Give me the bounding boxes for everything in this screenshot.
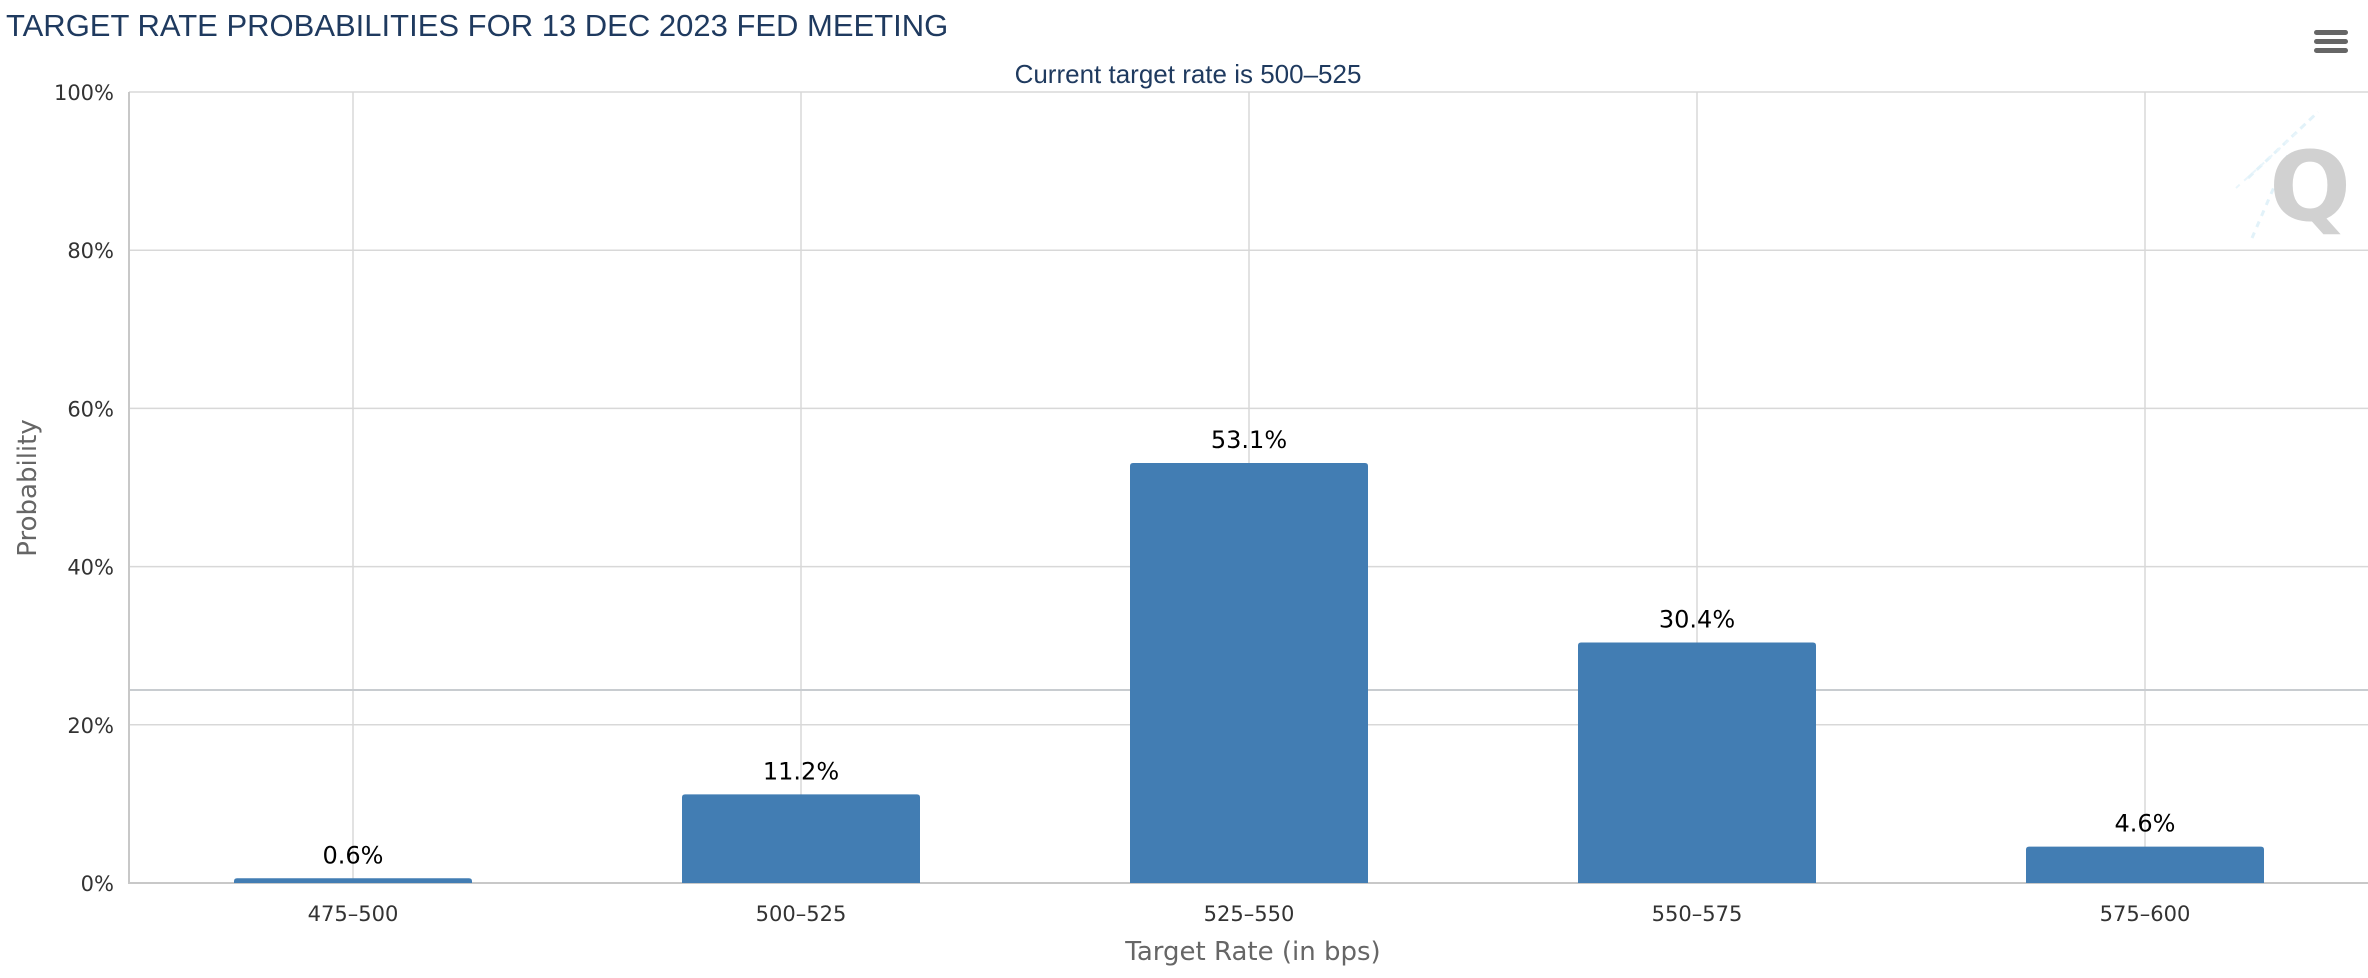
- bars: [234, 462, 2264, 883]
- y-tick-label: 80%: [67, 239, 114, 263]
- x-axis-title: Target Rate (in bps): [1124, 937, 1380, 967]
- data-label: 11.2%: [763, 757, 839, 785]
- bar: [1578, 642, 1816, 883]
- y-tick-label: 100%: [54, 81, 114, 105]
- x-tick-label: 550–575: [1652, 902, 1743, 926]
- data-label: 0.6%: [323, 841, 384, 869]
- bar: [1130, 462, 1368, 883]
- data-label: 4.6%: [2115, 810, 2176, 838]
- y-tick-label: 60%: [67, 397, 114, 421]
- bar: [2026, 846, 2264, 883]
- y-tick-label: 0%: [81, 872, 114, 896]
- data-label: 53.1%: [1211, 426, 1287, 454]
- page-title: TARGET RATE PROBABILITIES FOR 13 DEC 202…: [6, 8, 948, 43]
- x-tick-label: 475–500: [308, 902, 399, 926]
- x-tick-label: 500–525: [756, 902, 847, 926]
- y-axis-title: Probability: [13, 419, 43, 556]
- svg-text:Q: Q: [2269, 131, 2351, 243]
- x-tick-label: 575–600: [2100, 902, 2191, 926]
- y-tick-label: 40%: [67, 556, 114, 580]
- x-tick-labels: 475–500 500–525 525–550 550–575 575–600: [308, 902, 2191, 926]
- quikstrike-q-logo-icon: Q: [2235, 110, 2351, 243]
- chart-subtitle: Current target rate is 500–525: [1015, 59, 1362, 89]
- hamburger-menu-icon[interactable]: [2310, 28, 2348, 54]
- y-tick-label: 20%: [67, 714, 114, 738]
- data-labels: 0.6% 11.2% 53.1% 30.4% 4.6%: [323, 426, 2176, 869]
- data-label: 30.4%: [1659, 606, 1735, 634]
- x-tick-label: 525–550: [1204, 902, 1295, 926]
- y-tick-labels: 0% 20% 40% 60% 80% 100%: [54, 81, 114, 896]
- bar: [234, 878, 472, 883]
- bar: [682, 794, 920, 883]
